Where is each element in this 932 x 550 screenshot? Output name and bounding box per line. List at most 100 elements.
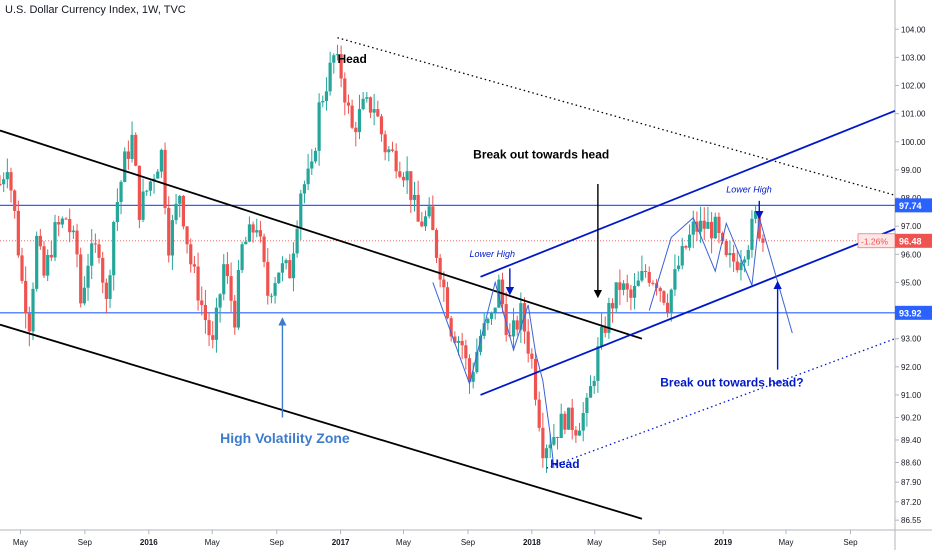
candle-body: [104, 282, 108, 299]
candle-body: [60, 218, 64, 225]
trend-line: [337, 37, 896, 196]
time-tick-label: May: [13, 538, 28, 547]
candle-body: [721, 233, 725, 241]
candle-body: [181, 195, 186, 227]
price-tag-label: 93.92: [899, 308, 922, 318]
candle-body: [687, 234, 692, 248]
candle-body: [383, 134, 387, 153]
candle-body: [460, 340, 464, 346]
candle-body: [134, 134, 138, 166]
price-tick-label: 88.60: [901, 458, 922, 467]
candle-body: [46, 254, 50, 276]
candle-body: [163, 149, 167, 208]
candle-body: [453, 336, 457, 343]
candle-body: [390, 149, 395, 151]
candle-body: [350, 105, 354, 128]
candle-body: [306, 168, 310, 185]
candle-body: [596, 346, 600, 381]
candle-body: [251, 224, 255, 233]
candle-body: [746, 249, 750, 260]
candle-body: [269, 295, 274, 297]
annotation-label: High Volatility Zone: [220, 430, 350, 446]
candle-body: [200, 300, 204, 305]
trend-line: [546, 338, 896, 469]
candle-body: [244, 241, 248, 245]
candle-body: [159, 149, 163, 172]
candle-body: [335, 54, 340, 56]
candle-body: [555, 436, 560, 438]
candle-body: [500, 279, 505, 305]
candle-body: [537, 399, 541, 428]
candle-body: [207, 320, 211, 336]
price-tick-label: 89.40: [901, 436, 922, 445]
candle-body: [607, 303, 611, 333]
candle-body: [288, 260, 292, 279]
candle-body: [412, 194, 417, 200]
last-price-tag-box: [895, 233, 932, 248]
candle-body: [203, 304, 208, 321]
candle-body: [284, 260, 288, 264]
candle-body: [339, 54, 343, 79]
candle-body: [368, 97, 373, 113]
candle-body: [295, 228, 299, 254]
candle-body: [13, 190, 17, 211]
time-tick-label: 2016: [140, 538, 158, 547]
candle-body: [662, 291, 666, 303]
trend-line: [480, 228, 896, 396]
candle-body: [464, 345, 468, 359]
candle-body: [266, 261, 270, 296]
price-tag-box: [895, 198, 932, 213]
candle-body: [101, 257, 105, 283]
candle-body: [420, 221, 424, 227]
candle-body: [585, 397, 589, 414]
candle-body: [750, 218, 754, 250]
candle-body: [577, 430, 582, 436]
candle-body: [515, 320, 519, 330]
candle-body: [119, 181, 123, 202]
candle-body: [665, 302, 670, 313]
candle-body: [493, 307, 497, 313]
change-tag-label: -1.26%: [861, 236, 888, 246]
candle-body: [497, 279, 501, 308]
candle-body: [504, 304, 508, 335]
candle-body: [372, 109, 376, 113]
candle-body: [302, 184, 307, 194]
candle-body: [255, 230, 259, 233]
candle-body: [31, 288, 35, 332]
candle-body: [544, 448, 549, 459]
candle-body: [361, 98, 365, 110]
annotations-layer: Head Break out towards head Lower High Lowe…: [220, 52, 804, 471]
candle-body: [559, 413, 563, 438]
candle-body: [739, 262, 743, 271]
time-tick-label: May: [396, 538, 411, 547]
candle-body: [376, 109, 380, 117]
candle-body: [603, 326, 607, 333]
candle-body: [126, 151, 130, 159]
candle-body: [471, 372, 475, 382]
price-tick-label: 86.55: [901, 516, 922, 525]
candle-body: [27, 313, 31, 332]
candle-body: [684, 246, 688, 248]
price-tick-label: 101.00: [901, 110, 926, 119]
candle-body: [511, 320, 516, 337]
candle-body: [401, 176, 406, 181]
candle-body: [754, 211, 758, 219]
candle-body: [357, 109, 362, 133]
time-tick-label: 2019: [714, 538, 732, 547]
candle-body: [732, 253, 736, 262]
time-tick-label: Sep: [461, 538, 476, 547]
candle-body: [273, 283, 277, 296]
candle-body: [280, 263, 285, 273]
candle-body: [431, 206, 435, 231]
time-tick-label: May: [587, 538, 602, 547]
candle-body: [588, 386, 593, 398]
price-tick-label: 87.20: [901, 498, 922, 507]
candle-body: [225, 264, 230, 277]
candle-body: [240, 244, 244, 271]
candle-body: [629, 289, 633, 298]
candle-body: [247, 224, 252, 242]
candle-body: [592, 380, 596, 387]
candle-body: [178, 195, 182, 204]
